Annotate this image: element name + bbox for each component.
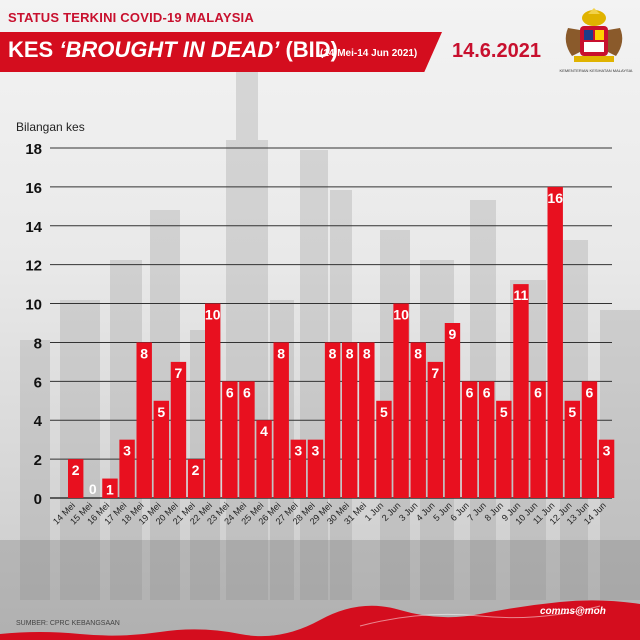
bar-value-label: 9 — [449, 326, 457, 342]
bar-value-label: 10 — [205, 307, 221, 323]
x-tick-label: 5 Jun — [431, 500, 454, 523]
bar — [393, 303, 409, 498]
footer-wave — [0, 600, 640, 640]
bar-value-label: 6 — [483, 384, 491, 400]
title-banner — [0, 32, 442, 72]
bar — [119, 439, 135, 498]
x-tick-label: 3 Jun — [397, 500, 420, 523]
bar-value-label: 8 — [414, 345, 422, 361]
bar-value-label: 0 — [89, 481, 97, 497]
bar — [324, 342, 341, 498]
bar-value-label: 10 — [393, 307, 409, 323]
x-tick-label: 6 Jun — [448, 500, 471, 523]
bar-value-label: 3 — [603, 443, 611, 459]
bar — [513, 284, 529, 498]
y-tick-label: 12 — [25, 258, 42, 275]
bar-value-label: 8 — [277, 345, 285, 361]
bar — [187, 459, 204, 498]
bar-value-label: 3 — [312, 443, 320, 459]
bar — [598, 439, 615, 498]
bar — [102, 478, 118, 498]
source-text: SUMBER: CPRC KEBANGSAAN — [16, 620, 120, 627]
y-tick-label: 6 — [34, 374, 42, 391]
bar — [256, 420, 272, 498]
bar — [496, 400, 512, 498]
bar — [427, 361, 444, 498]
bar-value-label: 6 — [226, 384, 234, 400]
y-tick-label: 8 — [34, 335, 42, 352]
bar-value-label: 5 — [380, 404, 388, 420]
bar — [376, 400, 392, 498]
bar — [547, 186, 563, 498]
y-tick-label: 4 — [34, 413, 43, 430]
y-tick-label: 16 — [25, 180, 42, 197]
y-tick-label: 18 — [25, 141, 42, 158]
bar — [239, 381, 255, 498]
bar-value-label: 4 — [260, 423, 268, 439]
bar — [170, 361, 187, 498]
crest-logo-icon — [565, 8, 623, 62]
bar — [410, 342, 426, 498]
bar-value-label: 2 — [72, 462, 80, 478]
bar-value-label: 11 — [514, 287, 529, 303]
bar-value-label: 7 — [431, 365, 439, 381]
bar-value-label: 5 — [157, 404, 165, 420]
bar — [136, 342, 152, 498]
bar-value-label: 1 — [106, 482, 114, 498]
title-part2: (BID) — [279, 37, 339, 62]
bar-value-label: 8 — [140, 345, 148, 361]
y-tick-label: 2 — [34, 452, 42, 469]
bar — [564, 400, 581, 498]
bar — [342, 342, 358, 498]
bar-value-label: 6 — [466, 384, 474, 400]
brand-handle: comms@moh — [540, 606, 606, 617]
bar-value-label: 6 — [243, 384, 251, 400]
bar-value-label: 3 — [294, 443, 302, 459]
bar-value-label: 8 — [329, 345, 337, 361]
bar — [530, 381, 546, 498]
x-tick-label: 1 Jun — [363, 500, 386, 523]
x-tick-label: 8 Jun — [483, 500, 506, 523]
bar — [444, 323, 461, 498]
bar — [479, 381, 495, 498]
x-tick-label: 4 Jun — [414, 500, 437, 523]
bar-value-label: 2 — [192, 462, 200, 478]
bar-value-label: 3 — [123, 443, 131, 459]
title-italic: ‘BROUGHT IN DEAD’ — [59, 37, 280, 62]
y-tick-label: 14 — [25, 219, 42, 236]
y-tick-label: 10 — [25, 297, 42, 314]
bar-value-label: 6 — [534, 384, 542, 400]
y-axis-label: Bilangan kes — [16, 120, 85, 134]
report-date: 14.6.2021 — [452, 40, 541, 62]
header: STATUS TERKINI COVID-19 MALAYSIA KES ‘BR… — [0, 0, 640, 78]
bar — [153, 400, 170, 498]
bar-value-label: 8 — [346, 345, 354, 361]
bar-value-label: 5 — [500, 404, 508, 420]
x-tick-label: 7 Jun — [465, 500, 488, 523]
bar — [68, 459, 84, 498]
bar-value-label: 7 — [175, 365, 183, 381]
y-tick-label: 0 — [34, 491, 42, 508]
bar — [307, 439, 324, 498]
bar — [461, 381, 478, 498]
bar — [273, 342, 289, 498]
bar — [290, 439, 307, 498]
bar-value-label: 8 — [363, 345, 371, 361]
bar — [581, 381, 598, 498]
x-tick-label: 2 Jun — [380, 500, 403, 523]
date-range: (14 Mei-14 Jun 2021) — [320, 48, 418, 59]
crest-caption: KEMENTERIAN KESIHATAN MALAYSIA — [559, 68, 633, 73]
bar — [205, 303, 221, 498]
bar-value-label: 6 — [586, 384, 594, 400]
bar-value-label: 16 — [547, 190, 563, 206]
page-title: KES ‘BROUGHT IN DEAD’ (BID) — [8, 37, 338, 63]
status-heading: STATUS TERKINI COVID-19 MALAYSIA — [8, 10, 254, 25]
bar — [359, 342, 375, 498]
title-part1: KES — [8, 37, 60, 62]
bar-value-label: 5 — [568, 404, 576, 420]
bar — [222, 381, 238, 498]
